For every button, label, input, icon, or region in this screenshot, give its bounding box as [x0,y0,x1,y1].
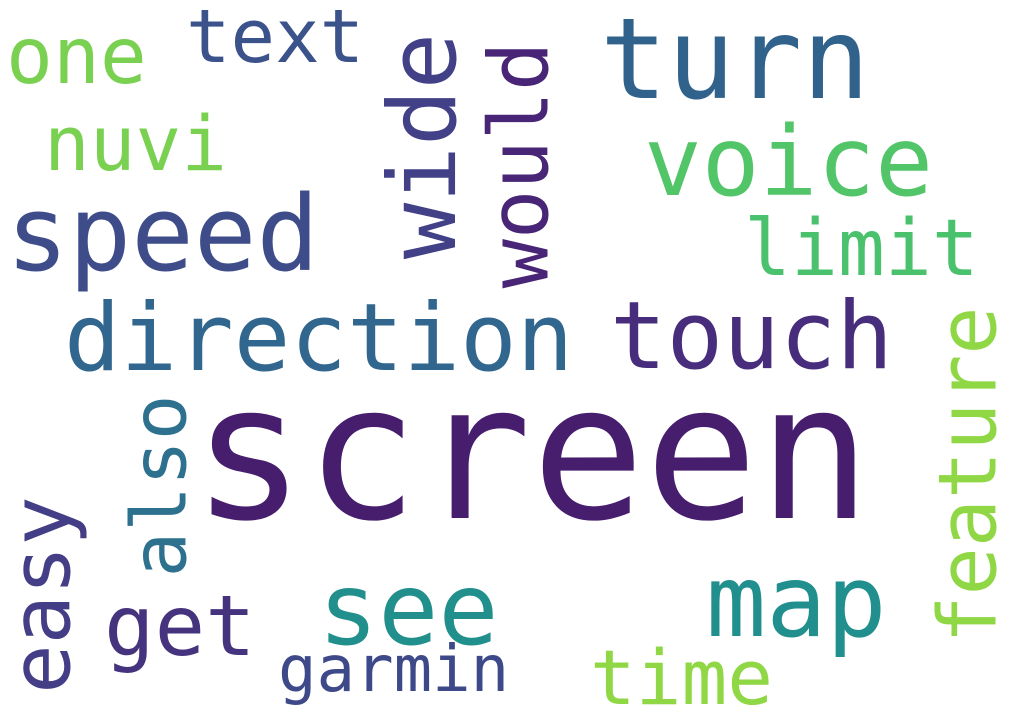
word-also-wrap: also [60,394,260,577]
word-garmin: garmin [278,633,510,707]
word-touch: touch [610,282,893,391]
word-turn: turn [600,0,870,125]
word-nuvi: nuvi [44,99,228,188]
word-direction: direction [64,284,574,393]
word-would: would [472,41,567,289]
word-limit: limit [744,204,979,294]
word-speed: speed [6,173,320,295]
word-get: get [104,577,256,675]
word-text: text [186,0,365,80]
word-easy: easy [0,496,91,694]
word-one: one [6,12,147,102]
word-map: map [706,543,887,660]
word-feature-wrap: feature [794,306,1024,643]
word-voice: voice [644,106,933,218]
word-would-wrap: would [380,42,660,289]
word-screen: screen [192,344,872,563]
word-also: also [115,394,204,578]
word-easy-wrap: easy [0,496,138,693]
word-time: time [590,633,774,720]
word-see: see [318,551,499,668]
word-feature: feature [922,306,1015,644]
